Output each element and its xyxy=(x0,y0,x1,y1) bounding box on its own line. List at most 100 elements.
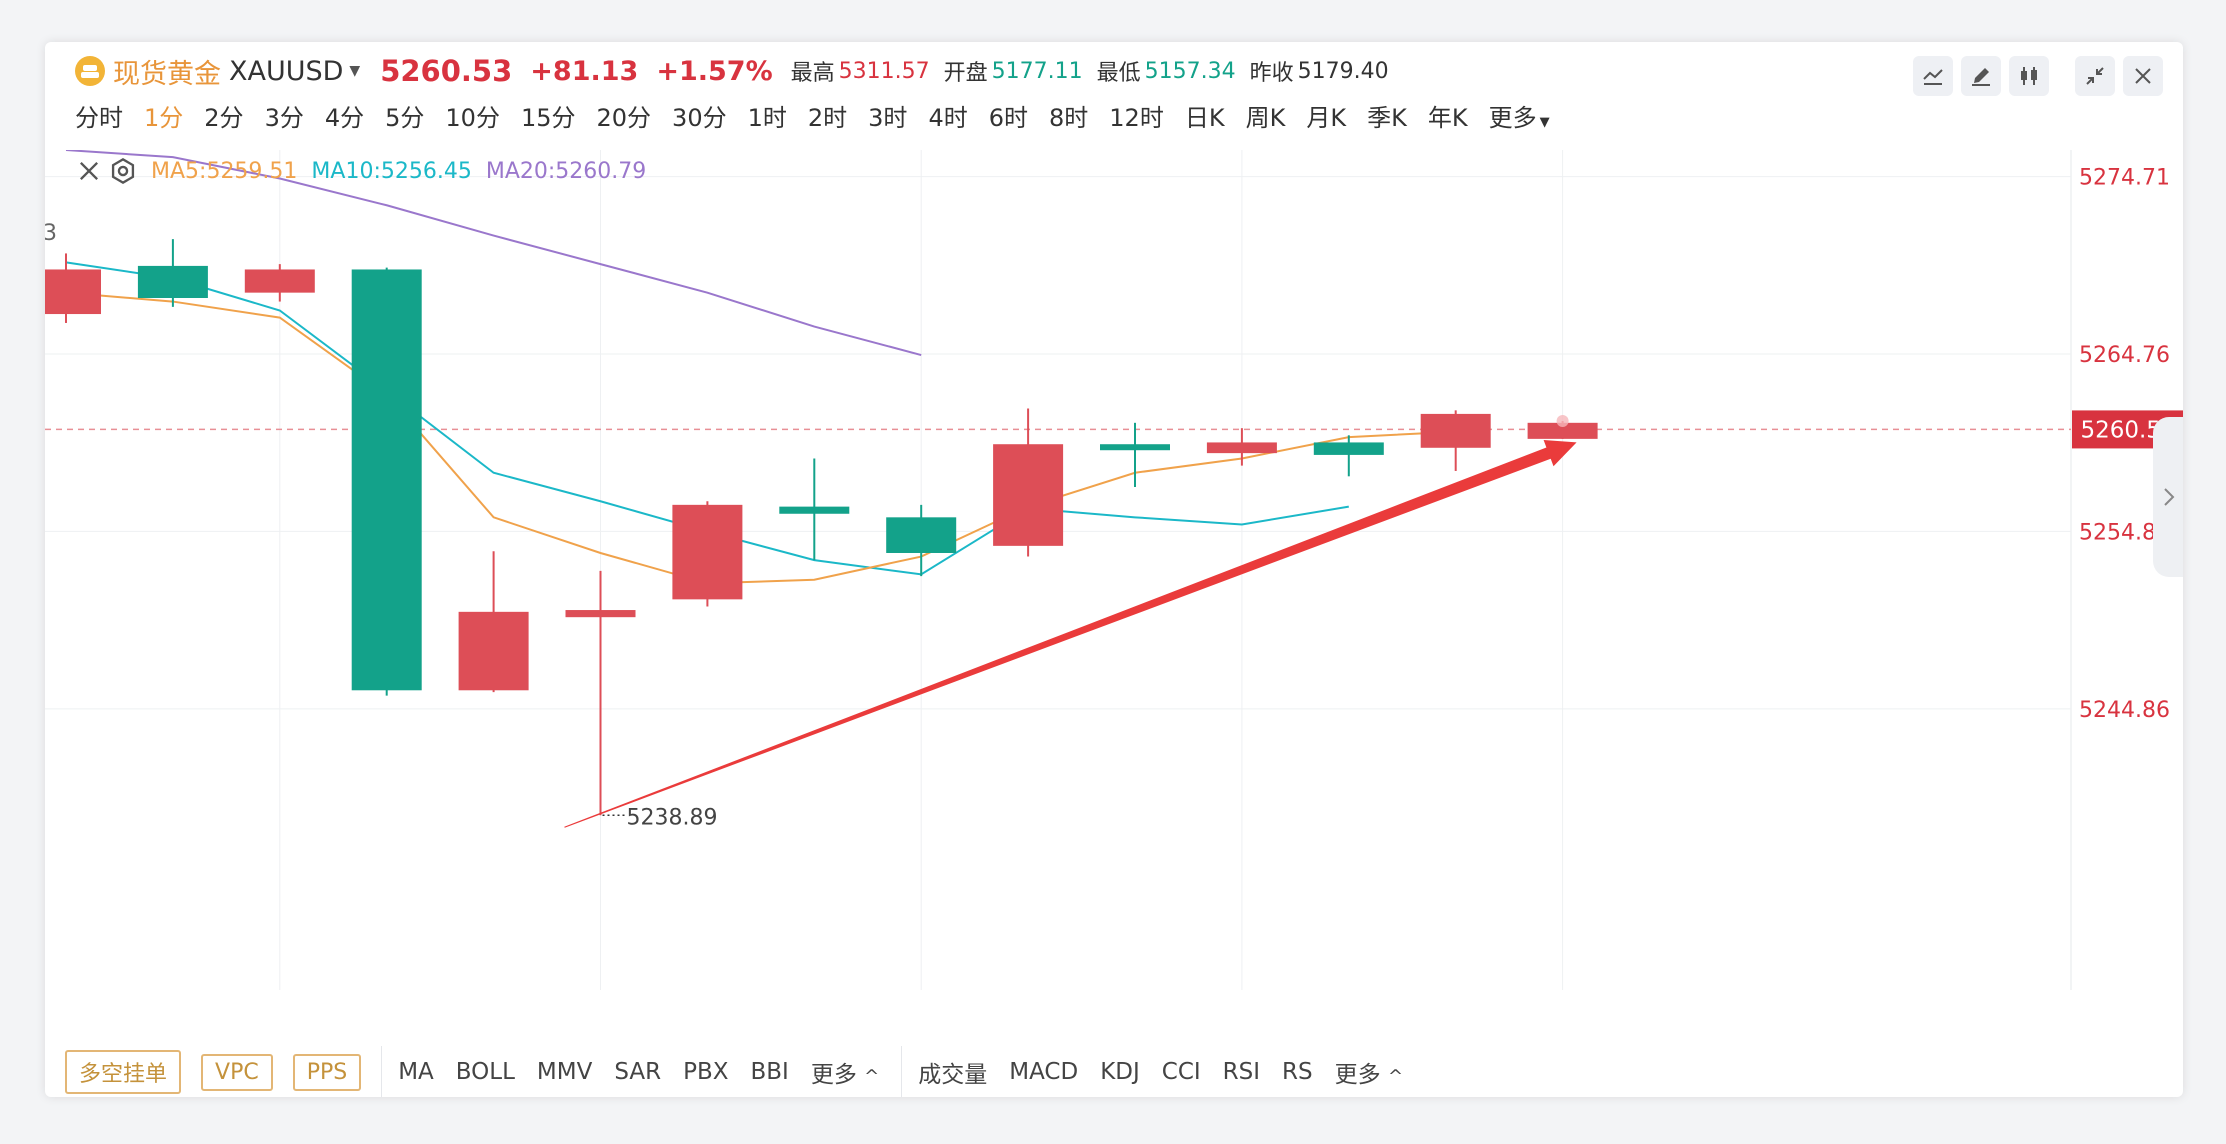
order-book-button[interactable]: 多空挂单 xyxy=(65,1050,182,1094)
ind-rsi[interactable]: RSI xyxy=(1222,1059,1261,1085)
period-tab[interactable]: 30分 xyxy=(672,104,727,132)
period-tab[interactable]: 分时 xyxy=(75,104,123,132)
period-tab[interactable]: 8时 xyxy=(1049,104,1089,132)
candle[interactable] xyxy=(137,239,208,307)
candle[interactable] xyxy=(779,458,850,561)
close-icon[interactable] xyxy=(75,157,103,185)
chart-type-button[interactable] xyxy=(1913,56,1953,96)
candle[interactable] xyxy=(1313,435,1384,477)
ind-pbx[interactable]: PBX xyxy=(683,1059,729,1085)
low-value: 5157.34 xyxy=(1144,58,1236,84)
candle[interactable] xyxy=(458,551,529,693)
ma10-value: MA10:5256.45 xyxy=(311,158,472,184)
close-button[interactable] xyxy=(2123,56,2163,96)
period-tab[interactable]: 4分 xyxy=(324,104,365,132)
candle[interactable] xyxy=(672,501,743,607)
candle-body xyxy=(45,269,101,315)
period-tab[interactable]: 3分 xyxy=(264,104,304,132)
period-tab[interactable]: 周K xyxy=(1245,104,1286,132)
prev-close-value: 5179.40 xyxy=(1297,58,1389,84)
open-label: 开盘 xyxy=(943,61,988,86)
period-tab-active[interactable]: 1分 xyxy=(144,104,184,132)
more-label: 更多 xyxy=(1488,104,1537,132)
candle-body xyxy=(1100,444,1170,451)
period-tab[interactable]: 10分 xyxy=(445,104,500,132)
candle[interactable] xyxy=(351,267,422,696)
open-value: 5177.11 xyxy=(991,58,1083,84)
pencil-icon xyxy=(1972,68,1990,86)
candle[interactable] xyxy=(1420,410,1491,471)
period-tab[interactable]: 日K xyxy=(1184,104,1225,132)
period-tab[interactable]: 5分 xyxy=(385,104,425,132)
period-tab[interactable]: 年K xyxy=(1427,104,1468,132)
candle-style-button[interactable] xyxy=(2009,56,2049,96)
candle[interactable] xyxy=(886,504,957,577)
period-tab[interactable]: 3时 xyxy=(868,104,908,132)
candle[interactable] xyxy=(45,253,101,323)
period-more-tab[interactable]: 更多 ▼ xyxy=(1489,98,1550,133)
chevron-down-icon: ▼ xyxy=(1539,115,1550,130)
close-icon xyxy=(2135,68,2151,84)
main-indicator-more[interactable]: 更多 ^ xyxy=(811,1055,879,1089)
ind-bbi[interactable]: BBI xyxy=(750,1059,789,1085)
candle[interactable] xyxy=(993,408,1064,557)
high-value: 5311.57 xyxy=(838,58,930,84)
collapse-button[interactable] xyxy=(2075,56,2115,96)
period-tab[interactable]: 季K xyxy=(1367,104,1407,132)
candle-body xyxy=(351,269,422,691)
candle-body xyxy=(1313,442,1384,455)
period-tab[interactable]: 1时 xyxy=(747,104,787,132)
period-tab[interactable]: 15分 xyxy=(520,104,576,132)
pps-button[interactable]: PPS xyxy=(292,1053,362,1091)
divider xyxy=(381,1046,383,1097)
ind-kdj[interactable]: KDJ xyxy=(1100,1059,1140,1085)
ind-mmv[interactable]: MMV xyxy=(536,1059,593,1085)
chevron-down-icon[interactable]: ▼ xyxy=(349,63,361,79)
gold-bar-icon xyxy=(75,56,105,86)
candlestick-icon xyxy=(2021,67,2037,85)
chevron-up-icon: ^ xyxy=(864,1066,880,1087)
ma20-line xyxy=(65,150,922,357)
side-panel-toggle[interactable] xyxy=(2153,417,2183,577)
instrument-name[interactable]: 现货黄金 xyxy=(113,58,221,90)
y-tick-label: 5264.76 xyxy=(2079,343,2170,368)
ind-boll[interactable]: BOLL xyxy=(455,1059,515,1085)
candle-body xyxy=(1527,422,1598,439)
divider xyxy=(901,1046,903,1097)
ind-cci[interactable]: CCI xyxy=(1161,1059,1201,1085)
gear-icon[interactable] xyxy=(109,157,137,185)
y-tick-label: 5274.71 xyxy=(2079,166,2170,191)
draw-button[interactable] xyxy=(1961,56,2001,96)
left-edge-label: 3 xyxy=(45,221,57,246)
candle-body xyxy=(244,269,315,293)
ma20-value: MA20:5260.79 xyxy=(485,158,647,184)
candle[interactable] xyxy=(1100,422,1170,488)
period-tab[interactable]: 12时 xyxy=(1109,104,1164,132)
period-tab[interactable]: 月K xyxy=(1306,104,1347,132)
period-tab[interactable]: 6时 xyxy=(988,104,1028,132)
ind-macd[interactable]: MACD xyxy=(1009,1059,1079,1085)
vpc-button[interactable]: VPC xyxy=(201,1053,273,1091)
period-tab[interactable]: 2分 xyxy=(204,104,244,132)
ind-ma[interactable]: MA xyxy=(398,1059,434,1085)
ind-volume[interactable]: 成交量 xyxy=(918,1062,988,1088)
ind-rs[interactable]: RS xyxy=(1282,1059,1313,1085)
period-tab[interactable]: 4时 xyxy=(928,104,968,132)
line-chart-icon xyxy=(1923,69,1943,85)
candle-body xyxy=(1206,442,1277,454)
sub-indicator-more[interactable]: 更多 ^ xyxy=(1335,1055,1403,1089)
candlestick-chart[interactable]: 5274.715264.765254.815244.8619:0319:0619… xyxy=(45,150,2183,990)
collapse-icon xyxy=(2086,67,2104,85)
candle[interactable] xyxy=(1206,428,1277,466)
chevron-up-icon: ^ xyxy=(1387,1066,1404,1087)
instrument-symbol[interactable]: XAUUSD xyxy=(229,55,344,87)
ind-sar[interactable]: SAR xyxy=(614,1059,662,1085)
candle-body xyxy=(779,506,850,514)
candle[interactable] xyxy=(565,570,636,816)
period-tab[interactable]: 20分 xyxy=(596,104,652,132)
quote-header: 现货黄金 XAUUSD ▼ 5260.53 +81.13 +1.57% 最高 5… xyxy=(75,50,1403,92)
period-tab[interactable]: 2时 xyxy=(807,104,848,132)
ma-legend: MA5:5259.51 MA10:5256.45 MA20:5260.79 xyxy=(75,157,646,185)
candle[interactable] xyxy=(244,264,315,302)
trend-arrow[interactable] xyxy=(564,440,1577,828)
